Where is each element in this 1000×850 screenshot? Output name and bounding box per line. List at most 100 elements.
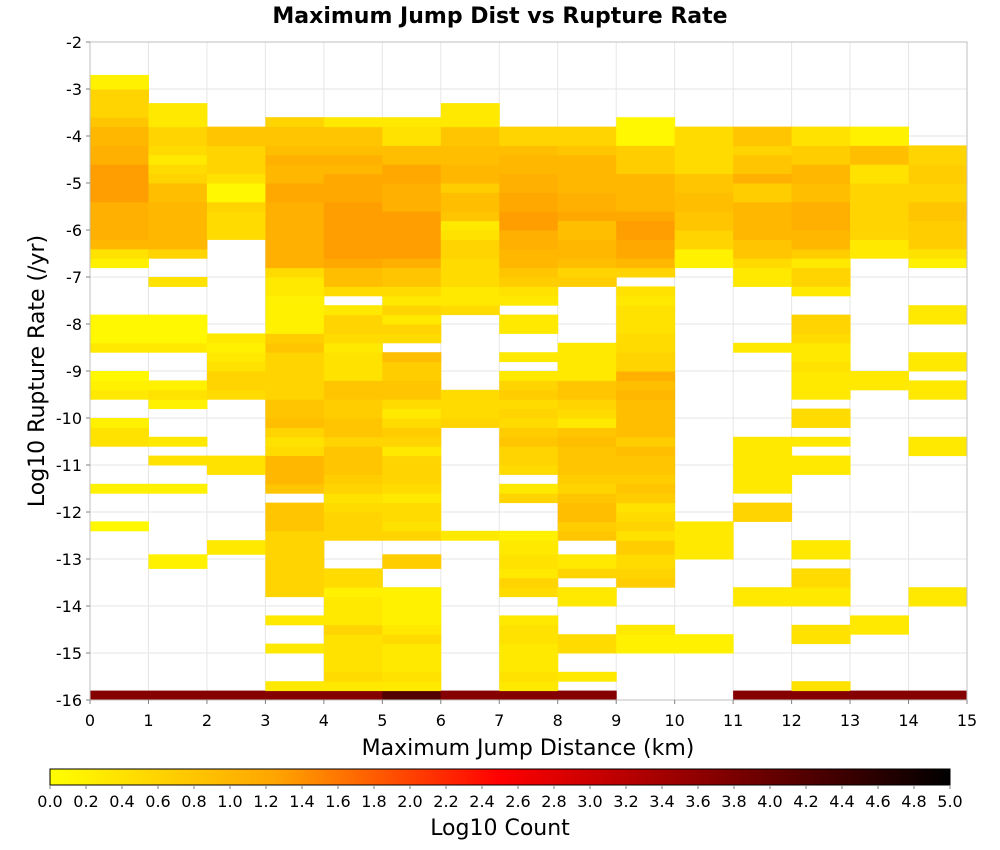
colorbar-ticks: 0.0 0.2 0.4 0.6 0.8 1.0 1.2 1.4 1.6 1.8 2.0 2.2 2.4 2… <box>37 785 963 811</box>
heatmap-cell <box>674 154 734 175</box>
heatmap-cell <box>733 239 793 259</box>
heatmap-cell <box>908 145 968 165</box>
heatmap-cell <box>557 342 617 363</box>
heatmap-cell <box>90 89 149 118</box>
heatmap-cell <box>206 352 266 363</box>
heatmap-cell <box>323 126 383 146</box>
heatmap-cell <box>382 465 442 485</box>
heatmap-cell <box>206 540 266 555</box>
colorbar-tick-label: 3.2 <box>613 792 638 811</box>
y-tick-label: -2 <box>66 33 82 52</box>
y-tick-label: -8 <box>66 315 82 334</box>
heatmap-cell <box>850 126 910 146</box>
heatmap-cell <box>791 145 851 165</box>
heatmap-cell <box>90 258 149 269</box>
heatmap-cell <box>557 427 617 438</box>
y-tick-label: -7 <box>66 268 82 287</box>
heatmap-cell <box>557 455 617 475</box>
colorbar-tick-label: 0.4 <box>109 792 134 811</box>
heatmap-cell <box>323 342 383 353</box>
heatmap-cell <box>323 634 383 673</box>
heatmap-cell <box>850 220 910 240</box>
colorbar-tick-label: 2.0 <box>397 792 422 811</box>
heatmap-cell <box>323 681 383 692</box>
heatmap-cell <box>382 333 442 344</box>
x-axis-label: Maximum Jump Distance (km) <box>362 736 695 761</box>
heatmap-cell <box>791 126 851 146</box>
heatmap-cell <box>382 671 442 682</box>
heatmap-cell <box>148 380 208 391</box>
x-tick-label: 14 <box>898 711 918 730</box>
heatmap-cell <box>148 277 208 287</box>
heatmap-cell <box>908 436 968 457</box>
heatmap-cell <box>557 361 617 381</box>
heatmap-cell <box>616 634 676 654</box>
y-tick-label: -11 <box>56 456 82 475</box>
heatmap-cell <box>499 615 559 626</box>
y-axis-label: Log10 Rupture Rate (/yr) <box>25 235 50 507</box>
heatmap-cell <box>206 342 266 353</box>
heatmap-cell <box>265 427 325 438</box>
heatmap-cell <box>616 286 676 297</box>
heatmap-cell <box>148 436 208 447</box>
heatmap-cell <box>499 681 559 692</box>
heatmap-cell <box>616 455 676 475</box>
heatmap-cell <box>499 399 559 410</box>
y-tick-label: -6 <box>66 221 82 240</box>
heatmap-cell <box>323 258 383 269</box>
heatmap-cell <box>557 258 617 269</box>
x-tick-label: 10 <box>664 711 684 730</box>
heatmap-cell <box>499 192 559 212</box>
heatmap-cell <box>791 361 851 372</box>
heatmap-cell <box>265 455 325 485</box>
heatmap-cell <box>148 164 208 175</box>
heatmap-cell <box>148 399 208 410</box>
heatmap-cell <box>382 521 442 532</box>
heatmap-cell <box>557 211 617 222</box>
heatmap-cell <box>265 342 325 353</box>
heatmap-cell <box>265 690 325 701</box>
colorbar-tick-label: 4.2 <box>793 792 818 811</box>
heatmap-cell <box>90 117 149 128</box>
x-tick-label: 4 <box>319 711 329 730</box>
heatmap-cell <box>616 530 676 541</box>
heatmap-cell <box>265 126 325 146</box>
heatmap-cell <box>323 690 383 701</box>
heatmap-cell <box>499 126 559 146</box>
heatmap-cell <box>265 239 325 269</box>
x-tick-label: 11 <box>723 711 743 730</box>
heatmap-cell <box>323 512 383 541</box>
heatmap-cell <box>440 305 500 316</box>
heatmap-cell <box>90 145 149 165</box>
heatmap-cell <box>499 277 559 287</box>
heatmap-cell <box>791 455 851 475</box>
heatmap-cell <box>791 587 851 607</box>
heatmap-cell <box>323 493 383 504</box>
colorbar-tick-label: 1.6 <box>325 792 350 811</box>
colorbar-tick-label: 1.4 <box>289 792 314 811</box>
heatmap-cell <box>557 671 617 682</box>
heatmap-cell <box>616 389 676 400</box>
heatmap-cell <box>791 681 851 692</box>
heatmap-cell <box>557 493 617 504</box>
heatmap-cell <box>908 183 968 203</box>
colorbar-tick-label: 2.6 <box>505 792 530 811</box>
heatmap-cell <box>557 408 617 419</box>
heatmap-cell <box>616 211 676 222</box>
heatmap-cell <box>850 201 910 222</box>
heatmap-cell <box>499 286 559 297</box>
heatmap-cell <box>265 380 325 400</box>
heatmap-cell <box>440 117 500 128</box>
heatmap-cell <box>499 671 559 682</box>
heatmap-cell <box>90 183 149 203</box>
heatmap-cell <box>382 493 442 504</box>
heatmap-cell <box>382 145 442 165</box>
colorbar-tick-label: 3.8 <box>721 792 746 811</box>
y-tick-label: -5 <box>66 174 82 193</box>
heatmap-cell <box>90 239 149 250</box>
heatmap-cell <box>323 173 383 184</box>
heatmap-cell <box>733 126 793 146</box>
heatmap-cell <box>499 295 559 306</box>
heatmap-cell <box>382 230 442 259</box>
y-tick-label: -10 <box>56 409 82 428</box>
